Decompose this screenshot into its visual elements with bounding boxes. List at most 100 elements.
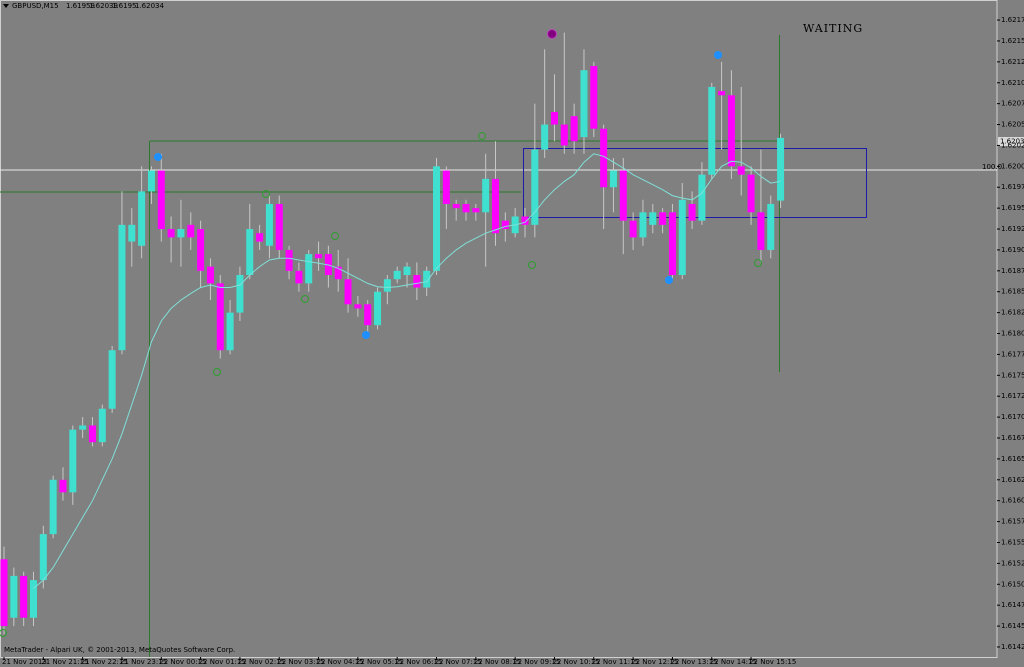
price-tag (998, 137, 1024, 146)
candle-body (413, 275, 421, 288)
y-tick-label: 1.61550 (1001, 538, 1024, 546)
y-tick-label: 1.61525 (1001, 559, 1024, 567)
signal-marker (301, 295, 309, 303)
signal-marker (547, 29, 557, 39)
candle-body (275, 203, 283, 250)
ohlc-high: 1.62039 (89, 2, 118, 10)
candle-body (737, 166, 745, 175)
signal-marker (528, 261, 536, 269)
ohlc-close: 1.62034 (135, 2, 164, 10)
candle-body (560, 124, 568, 146)
candle-body (423, 270, 431, 288)
candle-body (727, 95, 735, 167)
candle-body (364, 304, 372, 326)
x-tick-label: 21 Nov 2013 (2, 658, 47, 666)
signal-marker (665, 276, 673, 284)
candle-body (777, 137, 785, 201)
candle-body (678, 199, 686, 276)
candle-body (629, 220, 637, 238)
x-tick-label: 22 Nov 14:15 (710, 658, 757, 666)
y-tick-label: 1.61675 (1001, 434, 1024, 442)
signal-marker (362, 331, 370, 339)
candle-body (767, 203, 775, 250)
y-tick-label: 1.61575 (1001, 518, 1024, 526)
ohlc-low: 1.6195 (112, 2, 137, 10)
y-tick-label: 1.61875 (1001, 267, 1024, 275)
y-tick-label: 1.62100 (1001, 79, 1024, 87)
chart-frame (0, 0, 998, 658)
candle-body (482, 178, 490, 213)
y-tick-label: 1.61800 (1001, 330, 1024, 338)
y-tick-label: 1.61950 (1001, 204, 1024, 212)
y-tick-label: 1.61975 (1001, 183, 1024, 191)
x-tick-label: 22 Nov 03:15 (277, 658, 324, 666)
candle-body (0, 559, 8, 627)
candle-body (492, 178, 499, 234)
x-tick-label: 22 Nov 04:15 (317, 658, 364, 666)
y-tick-label: 1.61475 (1001, 601, 1024, 609)
candle-body (688, 203, 696, 221)
y-tick-label: 1.61450 (1001, 622, 1024, 630)
signal-marker (213, 368, 221, 376)
candle-body (256, 233, 264, 242)
y-tick-label: 1.62125 (1001, 58, 1024, 66)
y-tick-label: 1.62050 (1001, 121, 1024, 129)
y-tick-label: 1.62175 (1001, 16, 1024, 24)
candles (0, 32, 785, 635)
candle-body (49, 479, 57, 535)
candle-body (452, 203, 460, 209)
candle-body (98, 408, 106, 443)
candle-body (501, 220, 509, 230)
candle-body (393, 270, 401, 280)
y-tick-label: 1.61850 (1001, 288, 1024, 296)
candle-body (462, 203, 470, 213)
candle-body (128, 224, 136, 242)
candle-body (668, 212, 676, 276)
x-tick-label: 21 Nov 21:15 (41, 658, 88, 666)
candle-body (354, 304, 362, 309)
menu-arrow[interactable] (3, 4, 9, 8)
candle-body (187, 224, 195, 238)
candle-body (10, 575, 18, 618)
candle-body (659, 212, 667, 225)
moving-average (33, 153, 781, 589)
signal-marker (154, 153, 162, 161)
ohlc-open: 1.61959 (66, 2, 95, 10)
y-tick-label: 1.62025 (1001, 141, 1024, 149)
candle-body (698, 174, 706, 221)
candle-body (521, 216, 529, 225)
candle-body (305, 254, 313, 284)
candle-body (609, 170, 617, 188)
x-tick-label: 22 Nov 07:15 (435, 658, 482, 666)
candle-body (718, 91, 726, 96)
candle-body (531, 149, 539, 225)
y-tick-label: 1.62150 (1001, 37, 1024, 45)
signal-marker (754, 259, 762, 267)
candle-body (315, 254, 323, 259)
candle-body (472, 208, 480, 213)
x-tick-label: 22 Nov 02:15 (238, 658, 285, 666)
candle-body (374, 291, 382, 326)
candle-body (403, 266, 411, 276)
x-tick-label: 22 Nov 08:15 (474, 658, 521, 666)
candle-body (590, 66, 598, 129)
candle-body (29, 580, 37, 618)
signal-marker (478, 132, 486, 140)
candle-body (265, 203, 273, 246)
candle-body (747, 174, 755, 213)
level-label: 100.0 (982, 163, 1002, 171)
candle-body (383, 279, 391, 292)
x-tick-label: 22 Nov 10:15 (552, 658, 599, 666)
current-price: 1.62034 (1000, 138, 1024, 146)
x-tick-label: 22 Nov 12:15 (631, 658, 678, 666)
candle-body (541, 124, 549, 150)
signal-marker (262, 190, 270, 198)
y-tick-label: 1.61625 (1001, 476, 1024, 484)
candle-body (550, 112, 558, 125)
signal-markers (0, 29, 762, 637)
status-label: WAITING (803, 22, 863, 35)
candle-body (639, 212, 647, 238)
candle-body (344, 279, 352, 305)
